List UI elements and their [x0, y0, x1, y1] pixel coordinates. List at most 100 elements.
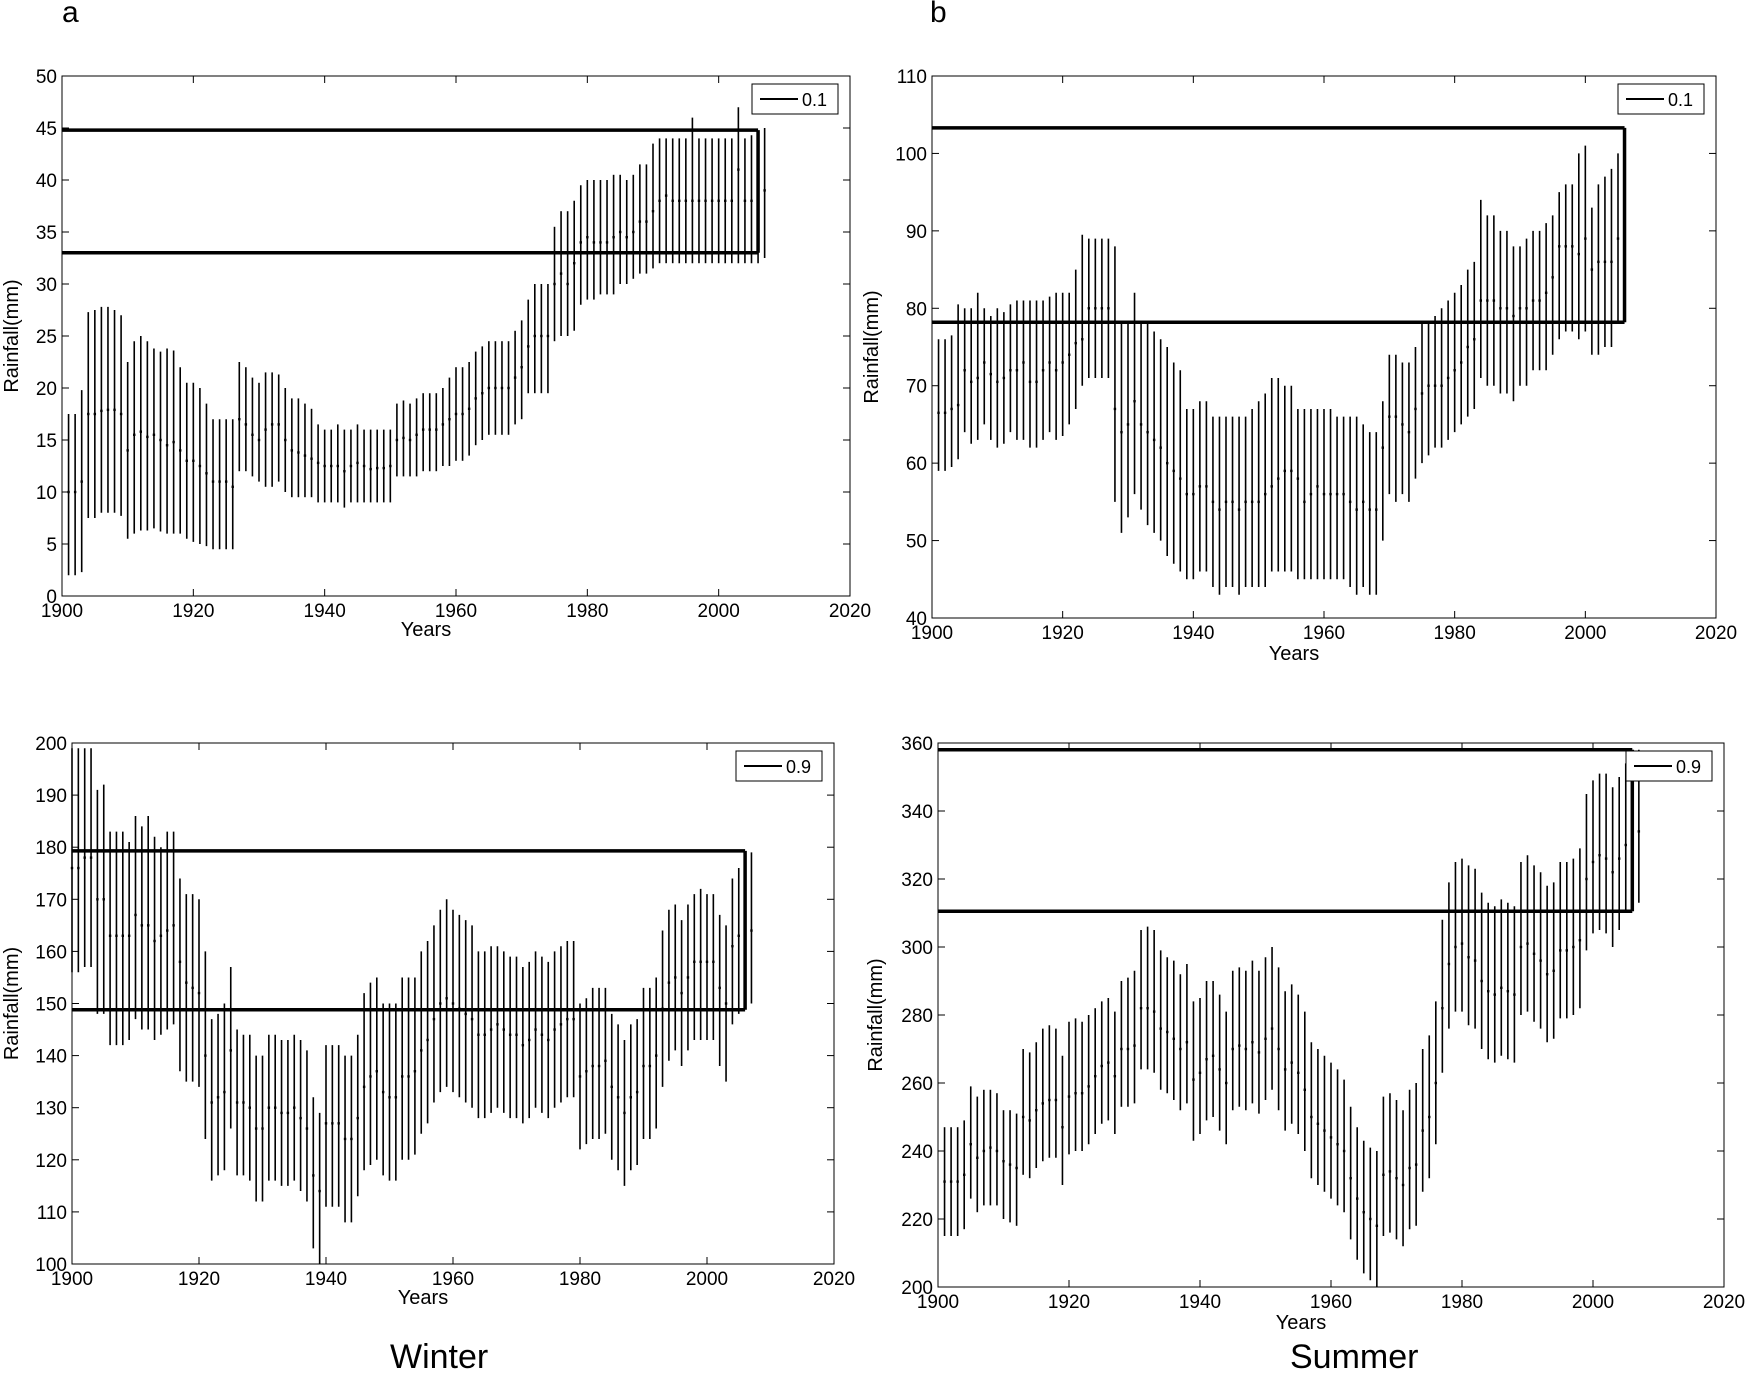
median-point	[507, 386, 510, 390]
median-point	[257, 438, 261, 442]
median-point	[192, 459, 195, 462]
season-label-winter: Winter	[390, 1338, 489, 1376]
median-point	[80, 480, 83, 483]
median-point	[710, 199, 714, 202]
median-point	[211, 480, 215, 483]
median-point	[73, 490, 77, 494]
median-point	[218, 480, 221, 483]
median-point	[487, 386, 491, 390]
median-point	[133, 433, 136, 436]
median-point	[730, 199, 733, 202]
median-point	[185, 459, 188, 462]
median-point	[152, 433, 156, 436]
median-point	[395, 438, 399, 442]
x-tick-label: 1920	[172, 601, 214, 622]
median-point	[540, 334, 543, 338]
median-point	[704, 199, 707, 202]
x-tick-label: 1900	[41, 601, 83, 622]
median-point	[421, 428, 425, 431]
median-point	[402, 436, 405, 440]
median-point	[448, 418, 451, 421]
y-axis-label: Rainfall(mm)	[1, 279, 23, 392]
median-point	[684, 199, 688, 202]
median-point	[428, 428, 431, 431]
median-point	[139, 430, 142, 433]
median-point	[277, 423, 280, 426]
median-point	[691, 199, 694, 202]
median-point	[494, 386, 497, 390]
median-point	[316, 461, 320, 465]
median-point	[179, 449, 182, 452]
panel-letter-b: b	[930, 0, 947, 29]
median-point	[737, 168, 740, 171]
median-point	[343, 470, 346, 473]
median-point	[244, 423, 248, 426]
median-point	[172, 440, 175, 444]
median-point	[369, 467, 372, 471]
median-point	[632, 230, 635, 234]
median-point	[697, 199, 701, 202]
x-tick-label: 1980	[566, 601, 608, 622]
median-point	[264, 428, 267, 431]
y-tick-label: 30	[36, 275, 57, 296]
median-point	[106, 408, 110, 412]
median-point	[146, 435, 149, 439]
median-point	[618, 230, 622, 234]
median-point	[251, 433, 254, 436]
median-point	[474, 397, 477, 400]
median-point	[330, 464, 333, 468]
median-point	[645, 220, 648, 223]
median-point	[435, 428, 438, 431]
median-point	[671, 199, 674, 202]
median-point	[126, 449, 129, 452]
season-label-summer: Summer	[1290, 1338, 1419, 1376]
median-point	[527, 345, 530, 348]
median-point	[500, 386, 504, 390]
median-point	[198, 464, 202, 468]
median-point	[270, 423, 274, 426]
y-tick-label: 15	[36, 431, 57, 452]
median-point	[743, 199, 747, 202]
median-point	[599, 241, 602, 244]
panel-letter-a: a	[62, 0, 79, 29]
median-point	[224, 480, 228, 483]
median-point	[408, 438, 412, 442]
median-point	[678, 199, 681, 202]
median-point	[612, 236, 615, 239]
median-point	[559, 272, 563, 275]
median-point	[658, 199, 661, 202]
median-point	[605, 241, 609, 244]
median-point	[362, 464, 366, 468]
median-point	[664, 194, 668, 197]
median-point	[724, 199, 727, 202]
median-point	[638, 220, 642, 223]
median-point	[159, 438, 162, 442]
median-point	[441, 423, 445, 426]
median-point	[297, 451, 300, 454]
median-point	[376, 466, 379, 470]
y-tick-label: 40	[36, 171, 57, 192]
median-point	[87, 412, 90, 416]
median-point	[290, 449, 294, 452]
median-point	[481, 392, 484, 395]
median-point	[349, 464, 353, 468]
median-point	[586, 236, 589, 239]
median-point	[284, 438, 287, 442]
median-point	[513, 376, 517, 379]
y-tick-label: 5	[46, 535, 57, 556]
y-tick-label: 10	[36, 483, 57, 504]
median-point	[579, 241, 582, 244]
median-point	[238, 418, 241, 421]
median-point	[389, 464, 392, 468]
y-tick-label: 45	[36, 119, 57, 140]
median-point	[461, 412, 464, 416]
legend-label: 0.1	[802, 90, 827, 110]
median-point	[310, 457, 313, 460]
median-point	[750, 199, 753, 202]
median-point	[573, 262, 576, 265]
median-point	[67, 490, 70, 494]
median-point	[533, 334, 536, 338]
median-point	[520, 366, 523, 369]
